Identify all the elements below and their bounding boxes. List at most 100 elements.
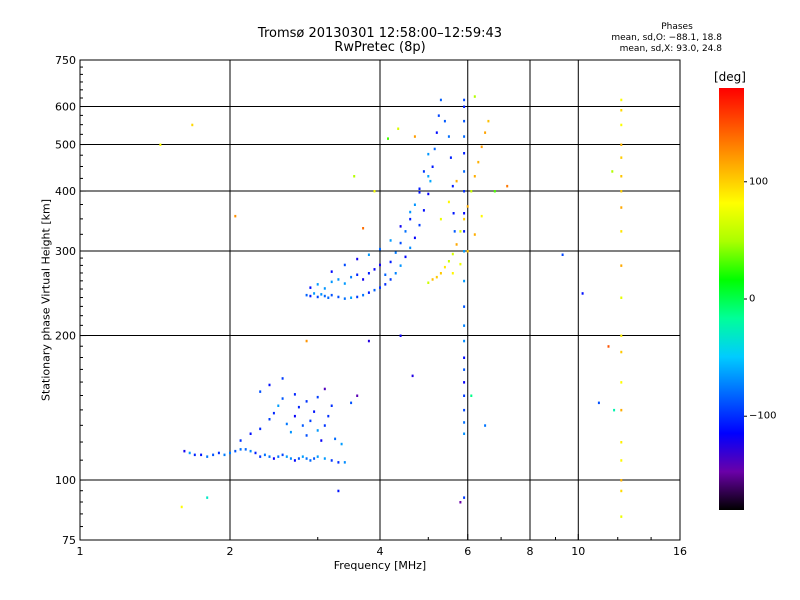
echo-point [356,257,359,261]
y-tick-label: 600 [55,101,76,114]
echo-point [399,264,402,267]
echo-point [362,227,365,230]
echo-point [439,98,442,102]
echo-point [427,192,430,196]
echo-point [206,455,209,458]
echo-point [249,449,252,453]
y-tick-label: 200 [55,330,76,343]
echo-point [463,432,466,435]
echo-point [463,250,466,253]
echo-point [620,296,623,299]
chart-title: Tromsø 20130301 12:58:00–12:59:43 RwPret… [230,27,530,55]
echo-point [379,263,381,267]
echo-point [356,273,359,276]
echo-point [259,390,262,393]
echo-point [343,282,346,285]
echo-point [200,453,203,457]
colorbar-tick-label: −100 [749,410,777,422]
echo-point [477,160,480,164]
echo-point [427,281,430,284]
echo-point [422,170,425,173]
echo-point [439,217,442,221]
echo-point [418,223,421,227]
y-tick-label: 500 [55,139,76,152]
echo-point [389,260,392,264]
echo-points [159,95,623,518]
echo-point [159,143,162,146]
echo-point [212,453,215,457]
echo-point [431,165,434,168]
echo-point [394,272,397,275]
echo-point [463,217,466,221]
echo-point [443,265,446,269]
echo-point [620,109,623,112]
x-tick-label: 4 [377,545,384,558]
echo-point [263,453,266,457]
echo-point [463,279,466,283]
echo-point [463,135,466,138]
echo-point [316,455,319,458]
echo-point [367,339,370,343]
echo-point [297,457,300,460]
y-axis-label: Stationary phase Virtual Height [km] [39,198,53,402]
echo-point [463,212,466,215]
echo-point [581,292,584,295]
echo-point [463,305,466,308]
echo-point [313,292,316,295]
echo-point [330,459,333,462]
echo-point [356,394,359,397]
echo-point [399,225,402,228]
x-tick-label: 1 [77,545,84,558]
echo-point [309,294,312,298]
echo-point [409,210,412,214]
echo-point [399,241,402,245]
echo-point [463,190,466,193]
echo-point [316,295,319,299]
echo-point [484,424,487,427]
echo-point [451,184,454,188]
echo-point [404,255,407,259]
echo-point [451,272,454,275]
echo-point [463,394,466,397]
echo-point [620,459,623,462]
echo-point [337,461,340,464]
echo-point [452,212,455,215]
echo-point [620,230,623,233]
echo-point [254,451,257,455]
echo-point [473,175,476,178]
echo-point [466,250,469,253]
colorbar [719,88,744,510]
echo-point [337,489,340,493]
echo-point [484,131,487,134]
echo-point [437,114,440,117]
echo-point [277,455,280,458]
echo-point [409,217,412,221]
echo-point [330,293,333,297]
echo-point [223,453,226,457]
echo-point [620,175,623,178]
echo-point [463,368,466,371]
echo-point [620,156,623,159]
echo-point [316,283,319,286]
echo-point [340,442,343,446]
echo-point [309,419,312,423]
echo-point [463,170,466,173]
echo-point [334,437,337,441]
echo-point [447,260,450,263]
echo-point [188,451,191,455]
echo-point [480,145,483,149]
echo-point [356,295,359,299]
echo-point [597,401,600,405]
x-tick-label: 10 [571,545,585,558]
x-axis-ticks: 1 2 4 6 8 10 16 [77,534,687,558]
echo-point [470,190,473,193]
echo-point [305,434,308,437]
echo-point [413,203,416,206]
echo-point [620,143,623,146]
echo-point [389,239,392,242]
echo-point [217,451,220,455]
echo-point [413,236,416,240]
echo-point [313,410,316,413]
echo-point [620,123,623,127]
